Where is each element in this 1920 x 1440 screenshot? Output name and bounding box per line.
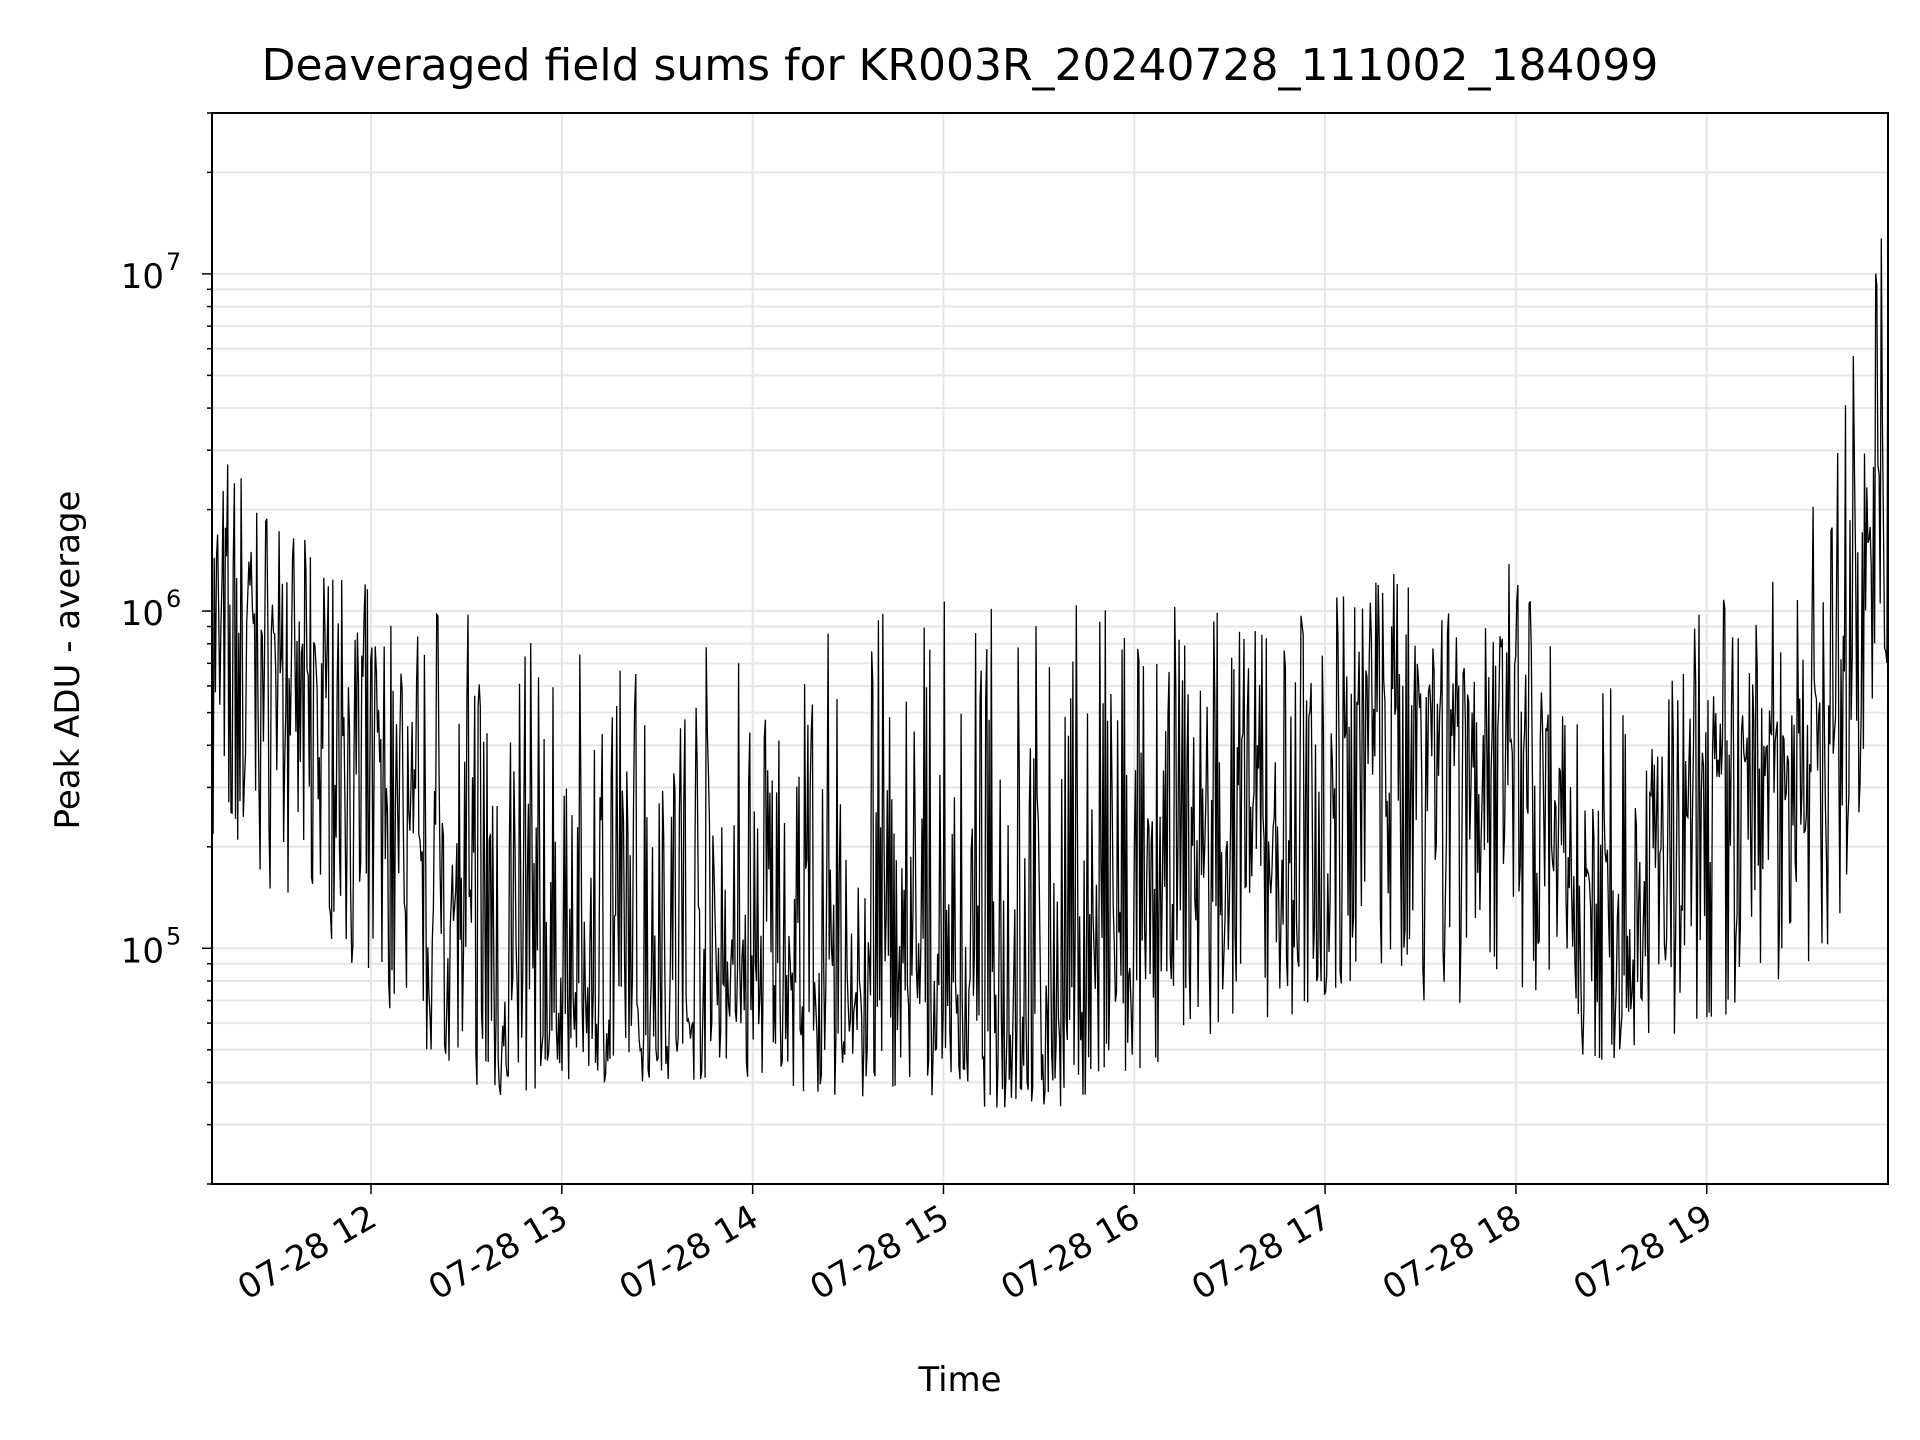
- x-tick-label: 07-28 17: [1185, 1197, 1337, 1308]
- x-axis-label: Time: [918, 1360, 1002, 1400]
- y-tick-exponent: 6: [166, 585, 181, 613]
- y-tick-label: 10: [121, 257, 164, 297]
- chart-title: Deaveraged field sums for KR003R_2024072…: [261, 40, 1659, 91]
- x-tick-label: 07-28 16: [994, 1197, 1146, 1308]
- x-tick-label: 07-28 13: [422, 1197, 574, 1308]
- x-tick-label: 07-28 19: [1567, 1197, 1719, 1308]
- x-tick-label: 07-28 18: [1376, 1197, 1528, 1308]
- x-tick-label: 07-28 12: [231, 1197, 383, 1308]
- x-tick-label: 07-28 15: [804, 1197, 956, 1308]
- y-tick-exponent: 5: [166, 922, 181, 950]
- series-layer: [211, 232, 1889, 1108]
- x-tick-label: 07-28 14: [613, 1197, 765, 1308]
- y-tick-exponent: 7: [166, 248, 181, 276]
- grid: [212, 112, 1888, 1185]
- y-tick-label: 10: [121, 931, 164, 971]
- axis-ticks: 07-28 12 07-28 13 07-28 14 07-28 15 07-28 16…: [121, 112, 1719, 1308]
- series-line: [211, 232, 1889, 1108]
- plot-frame: [211, 112, 1889, 1185]
- y-tick-label: 10: [121, 594, 164, 634]
